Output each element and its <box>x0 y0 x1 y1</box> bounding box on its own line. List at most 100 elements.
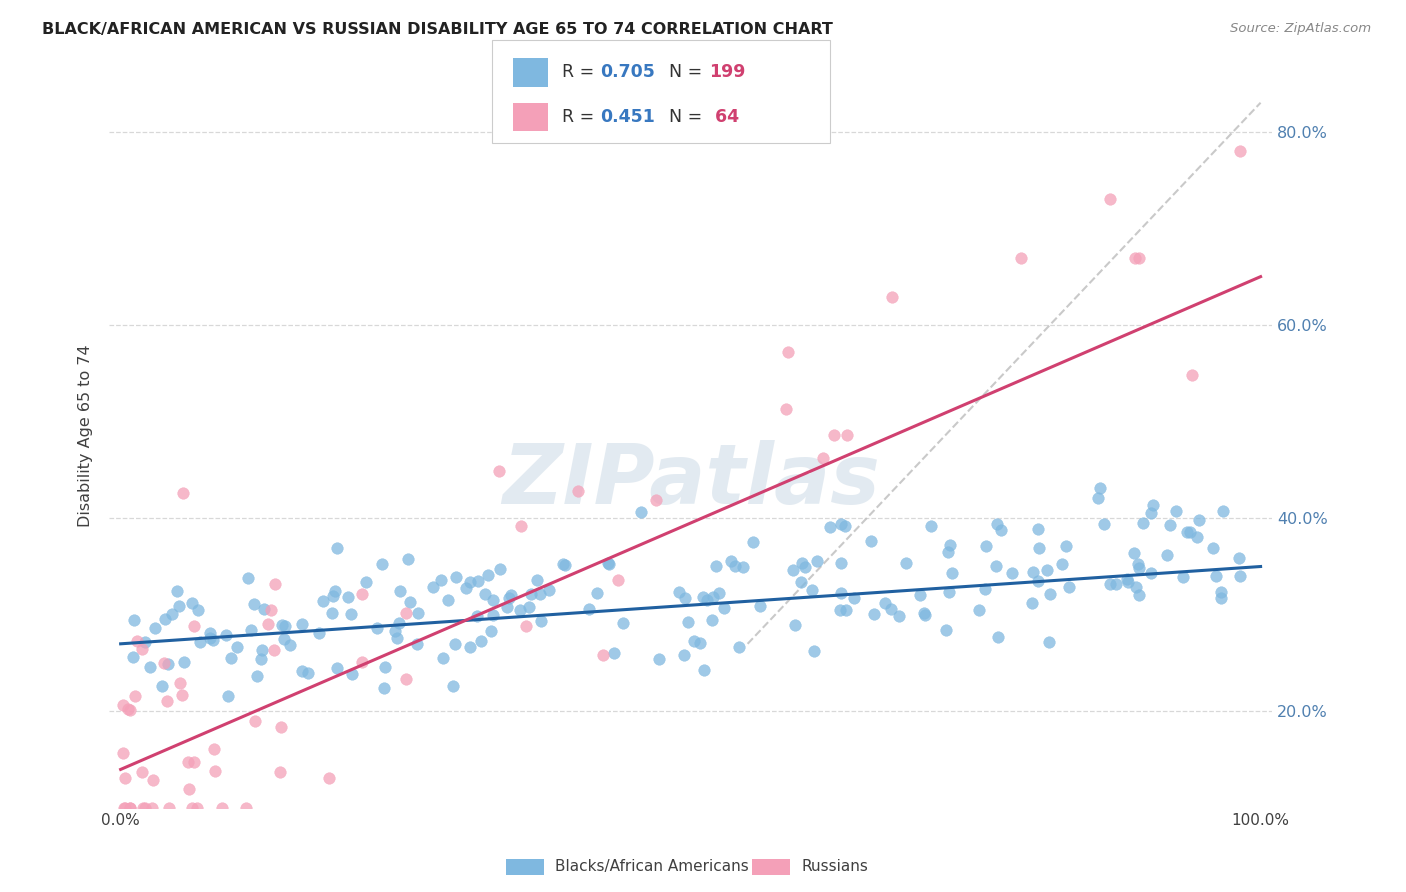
Point <box>551 557 574 571</box>
Point <box>127 633 149 648</box>
Point <box>198 625 221 640</box>
Point <box>211 801 233 815</box>
Point <box>150 679 173 693</box>
Point <box>630 505 652 519</box>
Point <box>221 651 243 665</box>
Point <box>811 450 834 465</box>
Point <box>1173 570 1195 584</box>
Point <box>1099 192 1122 206</box>
Point <box>177 782 200 797</box>
Point <box>118 801 141 815</box>
Point <box>607 573 630 587</box>
Y-axis label: Disability Age 65 to 74: Disability Age 65 to 74 <box>79 344 93 527</box>
Point <box>124 689 146 703</box>
Point <box>157 801 180 815</box>
Point <box>908 588 931 602</box>
Point <box>177 755 200 769</box>
Point <box>169 675 191 690</box>
Point <box>384 624 406 638</box>
Point <box>488 562 510 576</box>
Point <box>350 656 373 670</box>
Point <box>112 801 135 815</box>
Point <box>114 801 136 815</box>
Point <box>236 571 259 585</box>
Point <box>517 599 540 614</box>
Point <box>243 714 266 728</box>
Point <box>498 591 520 605</box>
Point <box>986 517 1008 532</box>
Text: R =: R = <box>562 108 600 126</box>
Point <box>482 608 505 623</box>
Point <box>269 764 291 779</box>
Point <box>188 635 211 649</box>
Point <box>270 720 292 734</box>
Point <box>776 345 799 359</box>
Point <box>1209 585 1232 599</box>
Text: Source: ZipAtlas.com: Source: ZipAtlas.com <box>1230 22 1371 36</box>
Point <box>887 608 910 623</box>
Point <box>1128 561 1150 575</box>
Point <box>938 585 960 599</box>
Point <box>217 690 239 704</box>
Point <box>748 599 770 613</box>
Point <box>153 612 176 626</box>
Point <box>935 623 957 637</box>
Point <box>432 651 454 665</box>
Point <box>399 595 422 609</box>
Point <box>1122 546 1144 560</box>
Text: N =: N = <box>658 108 707 126</box>
Point <box>340 666 363 681</box>
Text: 199: 199 <box>709 63 745 81</box>
Point <box>143 622 166 636</box>
Point <box>200 632 222 646</box>
Point <box>1175 524 1198 539</box>
Point <box>860 533 883 548</box>
Point <box>830 586 852 600</box>
Point <box>598 557 620 571</box>
Point <box>422 580 444 594</box>
Point <box>134 635 156 649</box>
Text: ZIPatlas: ZIPatlas <box>502 441 880 521</box>
Point <box>373 681 395 695</box>
Point <box>704 559 727 574</box>
Text: 0.451: 0.451 <box>600 108 655 126</box>
Point <box>775 401 797 416</box>
Point <box>117 702 139 716</box>
Point <box>837 428 859 442</box>
Point <box>894 556 917 570</box>
Point <box>430 573 453 587</box>
Point <box>264 577 287 591</box>
Point <box>166 583 188 598</box>
Point <box>689 636 711 650</box>
Text: 64: 64 <box>709 108 738 126</box>
Point <box>114 771 136 785</box>
Point <box>406 637 429 651</box>
Point <box>936 545 959 559</box>
Point <box>782 563 804 577</box>
Point <box>1028 541 1050 555</box>
Point <box>141 801 163 815</box>
Point <box>385 631 408 645</box>
Point <box>1057 580 1080 594</box>
Point <box>682 634 704 648</box>
Point <box>253 602 276 616</box>
Point <box>974 539 997 553</box>
Point <box>322 589 344 603</box>
Point <box>986 559 1008 574</box>
Point <box>202 741 225 756</box>
Point <box>132 801 155 815</box>
Point <box>121 649 143 664</box>
Point <box>790 574 813 589</box>
Point <box>1090 481 1112 495</box>
Point <box>172 485 194 500</box>
Point <box>501 588 523 602</box>
Point <box>567 483 589 498</box>
Point <box>1128 588 1150 602</box>
Point <box>408 607 430 621</box>
Point <box>692 590 714 604</box>
Point <box>474 587 496 601</box>
Point <box>454 581 477 595</box>
Point <box>1140 506 1163 520</box>
Point <box>142 772 165 787</box>
Point <box>1139 566 1161 581</box>
